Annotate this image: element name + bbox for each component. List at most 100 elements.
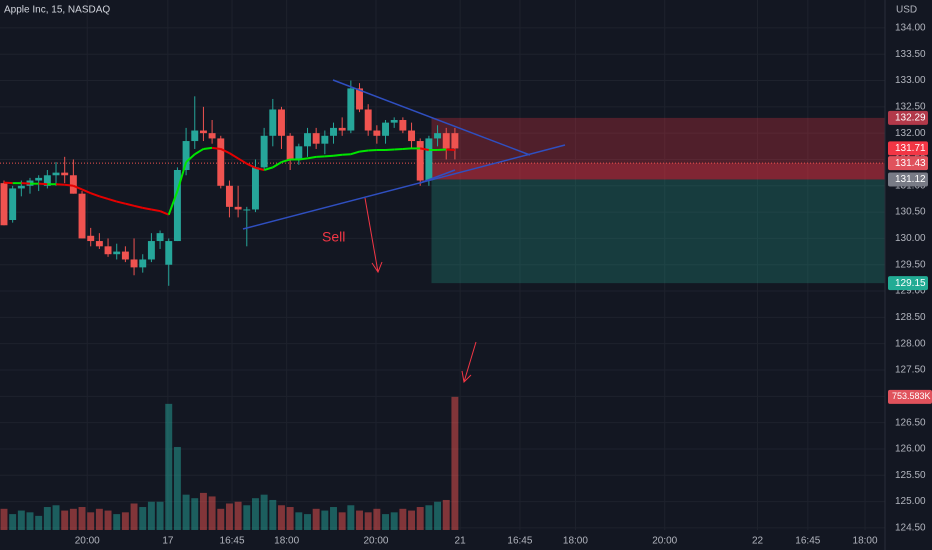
y-tick-label: 128.00 [895, 338, 926, 349]
y-tick-label: 132.00 [895, 128, 926, 139]
ma-segment [167, 190, 179, 216]
ma-segment [142, 206, 152, 211]
volume-bar [191, 498, 199, 530]
candle-body [69, 175, 77, 194]
ma-segment [21, 182, 31, 185]
ma-segment [420, 147, 430, 151]
candle-body [208, 133, 216, 139]
ma-segment [55, 183, 65, 186]
candle-body [408, 130, 416, 142]
y-tick-label: 132.50 [895, 101, 926, 112]
candle-body [364, 109, 372, 131]
ma-segment [72, 184, 83, 191]
ma-segment [194, 148, 204, 156]
ma-segment [263, 166, 274, 171]
y-tick-label: 133.00 [895, 75, 926, 86]
ma-segment [176, 161, 188, 192]
y-tick-label: 127.50 [895, 365, 926, 376]
x-tick-label: 16:45 [220, 536, 245, 547]
axes: 124.50125.00125.50126.00126.50127.00127.… [75, 23, 932, 547]
volume-bar [87, 512, 95, 530]
ma-segment [81, 188, 92, 195]
volume-bar [286, 507, 294, 530]
plot-area [0, 0, 885, 530]
price-label-box [888, 141, 928, 156]
price-axis [885, 0, 932, 550]
arrow [364, 197, 383, 274]
ma-segment [159, 210, 170, 216]
ma-segment [385, 148, 395, 151]
volume-bar [373, 508, 381, 530]
ma-segment [246, 162, 256, 169]
candle-body [147, 241, 155, 260]
trend-line [242, 144, 566, 230]
ma-segment [237, 157, 248, 165]
candle-body [234, 206, 242, 210]
candle-body [338, 127, 346, 131]
ma-segment [116, 200, 126, 205]
volume-bar [399, 508, 407, 530]
ma-segment [350, 150, 360, 156]
y-tick-label: 126.00 [895, 444, 926, 455]
price-label: 131.71 [895, 143, 926, 154]
candle-body [78, 193, 86, 239]
volume-bar [61, 510, 69, 530]
candle-body [442, 133, 450, 149]
candle-body [113, 251, 121, 255]
trend-line [419, 169, 456, 184]
candle-body [95, 241, 103, 247]
ma-segment [394, 147, 403, 151]
ma-segment [437, 148, 447, 151]
volume-bar [347, 505, 355, 530]
volume-bar [225, 503, 233, 530]
candle-body [295, 146, 303, 160]
candle-body [278, 109, 285, 136]
annotation: Sell [322, 229, 345, 245]
ma-segment [446, 148, 455, 151]
ma-segment [359, 149, 369, 153]
candle-body [321, 135, 329, 144]
volume-bar [382, 514, 389, 530]
ma-segment [333, 153, 343, 157]
x-tick-label: 16:45 [507, 536, 532, 547]
y-tick-label: 129.50 [895, 259, 926, 270]
ma-segment [133, 204, 143, 209]
candle-body [9, 188, 17, 220]
volume-bar [330, 507, 337, 530]
candle-body [217, 138, 225, 186]
x-tick-label: 18:00 [853, 536, 878, 547]
y-tick-label: 125.00 [895, 496, 926, 507]
ma-segment [324, 154, 334, 158]
volume-bar [95, 508, 103, 530]
volume-bar [156, 501, 164, 530]
volume-bar [113, 514, 121, 530]
volume-bar [165, 403, 173, 530]
candle-body [191, 130, 199, 142]
y-tick-label: 125.50 [895, 470, 926, 481]
x-tick-label: 20:00 [363, 536, 388, 547]
ma-segment [281, 158, 291, 164]
candle-body [17, 185, 25, 189]
volume-bar [139, 507, 147, 530]
candle-body [347, 88, 355, 131]
x-tick-label: 20:00 [75, 536, 100, 547]
volume-label-box [888, 389, 932, 404]
volume-bar [425, 505, 433, 530]
volume-bar [52, 505, 60, 530]
ma-segment [211, 146, 221, 150]
volume-bar [321, 510, 329, 530]
ma-segment [298, 157, 308, 161]
volume-bar [130, 503, 138, 530]
candle-body [390, 120, 398, 123]
candle-body [304, 133, 311, 147]
volume-bar [121, 512, 129, 530]
ma-segment [38, 182, 48, 186]
x-tick-label: 16:45 [795, 536, 820, 547]
ma-segment [3, 181, 13, 185]
candle-body [373, 130, 381, 136]
candle-body [434, 133, 442, 139]
candle-body [399, 120, 407, 131]
stop-zone [431, 117, 885, 180]
candle-body [130, 259, 138, 268]
volume-bar [338, 512, 346, 530]
